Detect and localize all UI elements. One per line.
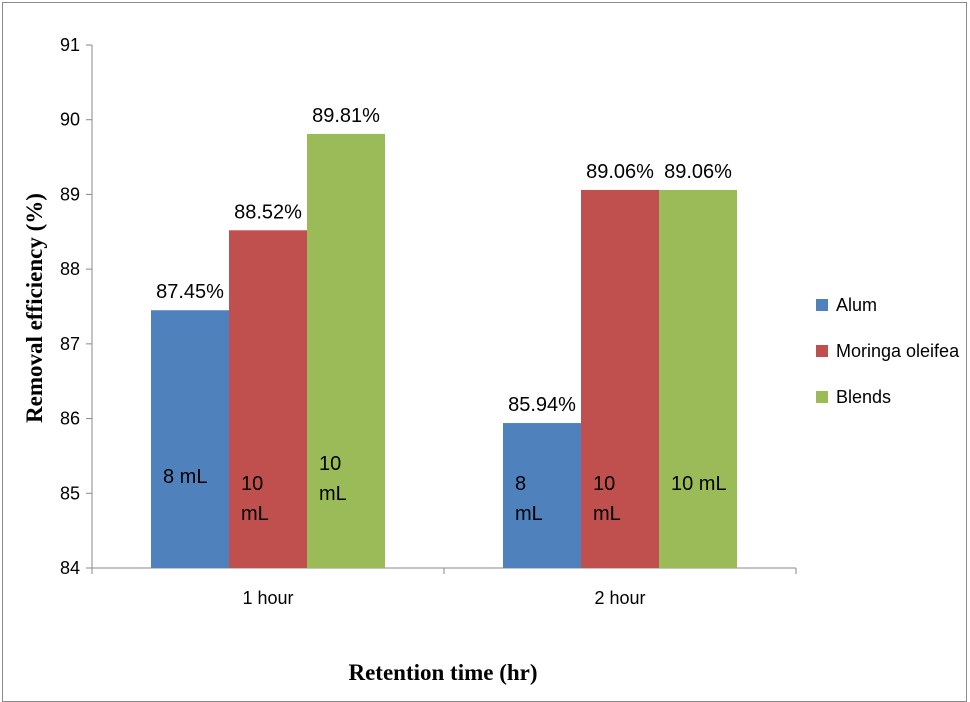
y-axis-title: Removal efficiency (%) [22, 193, 47, 423]
y-ticks: 84 85 86 87 88 89 90 91 [60, 35, 92, 578]
dose-label: mL [593, 503, 621, 525]
x-tick-label: 2 hour [594, 588, 645, 608]
y-tick-label: 88 [60, 259, 80, 279]
legend-swatch [816, 345, 828, 357]
legend: Alum Moringa oleifea Blends [816, 295, 960, 407]
legend-swatch [816, 299, 828, 311]
bar-moringa-oleifea [229, 230, 307, 568]
dose-label: mL [241, 503, 269, 525]
dose-label: mL [319, 483, 347, 505]
legend-label: Blends [836, 387, 891, 407]
legend-swatch [816, 391, 828, 403]
dose-label: 8 [515, 473, 526, 495]
dose-label: mL [515, 503, 543, 525]
bar-alum [151, 310, 229, 568]
y-tick-label: 85 [60, 483, 80, 503]
bar-moringa-oleifea [581, 189, 659, 568]
value-label: 89.06% [664, 161, 732, 183]
y-tick-label: 89 [60, 184, 80, 204]
legend-label: Moringa oleifea [836, 341, 960, 361]
data-labels: 87.45% 8 mL 85.94% 8 mL 88.52% 10 mL 89.06% 10 mL 8… [156, 105, 732, 525]
dose-label: 10 [241, 473, 263, 495]
y-tick-label: 90 [60, 110, 80, 130]
dose-label: 10 [593, 473, 615, 495]
dose-label: 8 mL [163, 466, 207, 488]
dose-label: 10 [319, 453, 341, 475]
legend-label: Alum [836, 295, 877, 315]
bars [151, 133, 737, 568]
value-label: 88.52% [234, 201, 302, 223]
y-tick-label: 84 [60, 558, 80, 578]
x-tick-label: 1 hour [242, 588, 293, 608]
value-label: 89.06% [586, 161, 654, 183]
bar-blends [307, 133, 385, 568]
value-label: 89.81% [312, 105, 380, 127]
value-label: 87.45% [156, 281, 224, 303]
x-ticks: 1 hour 2 hour [91, 568, 797, 608]
bar-alum [503, 423, 581, 568]
y-tick-label: 87 [60, 334, 80, 354]
bar-blends [659, 189, 737, 568]
value-label: 85.94% [508, 394, 576, 416]
y-tick-label: 91 [60, 35, 80, 55]
x-axis-title: Retention time (hr) [348, 660, 537, 685]
y-tick-label: 86 [60, 409, 80, 429]
dose-label: 10 mL [671, 473, 727, 495]
